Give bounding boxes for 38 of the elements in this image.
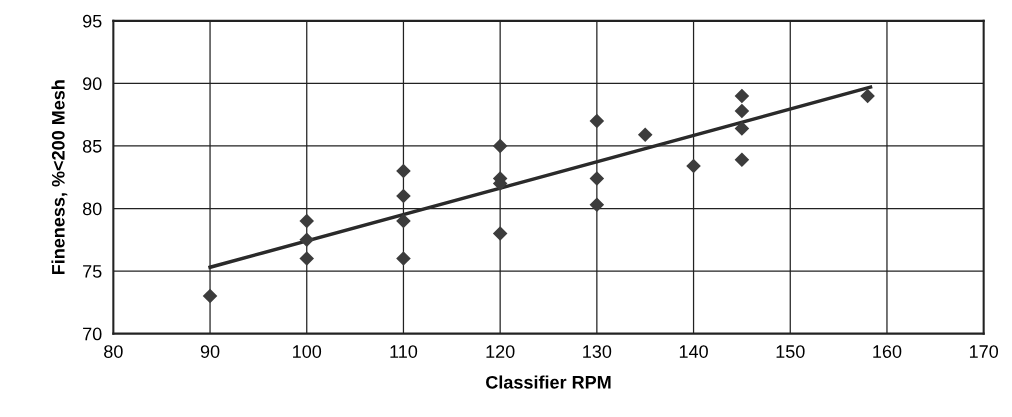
point: [734, 103, 750, 119]
point: [589, 171, 605, 186]
y-tick-label: 75: [83, 265, 102, 278]
y-tick-label: 70: [83, 327, 102, 341]
x-tick-label: 150: [776, 345, 805, 358]
point: [396, 163, 411, 179]
point: [396, 213, 411, 229]
x-tick-label: 140: [679, 345, 708, 358]
point: [589, 113, 605, 129]
x-tick-label: 100: [293, 345, 322, 358]
point: [299, 251, 315, 266]
x-tick-label: 160: [873, 345, 902, 358]
point: [860, 88, 875, 104]
y-tick-label: 90: [83, 77, 102, 91]
x-tick-label: 130: [583, 345, 612, 358]
x-tick-label: 120: [486, 345, 515, 358]
point: [299, 232, 315, 248]
y-tick-label: 95: [83, 14, 102, 28]
point: [492, 138, 508, 154]
point: [202, 288, 218, 304]
point: [734, 121, 750, 136]
point: [492, 226, 508, 241]
point: [637, 127, 653, 142]
x-axis-title: Classifier RPM: [486, 375, 611, 389]
x-tick-label: 90: [200, 345, 220, 358]
point: [734, 88, 750, 104]
y-tick-label: 85: [82, 139, 102, 153]
point: [589, 197, 605, 213]
point: [686, 158, 701, 174]
point: [734, 152, 750, 167]
x-tick-label: 80: [104, 345, 123, 358]
y-axis-title: Fineness, %<200 Mesh: [51, 80, 68, 275]
x-tick-label: 170: [969, 345, 999, 358]
point: [396, 251, 411, 266]
point: [299, 213, 315, 229]
y-tick-label: 80: [82, 202, 102, 216]
point: [396, 188, 411, 204]
x-tick-label: 110: [390, 345, 418, 358]
